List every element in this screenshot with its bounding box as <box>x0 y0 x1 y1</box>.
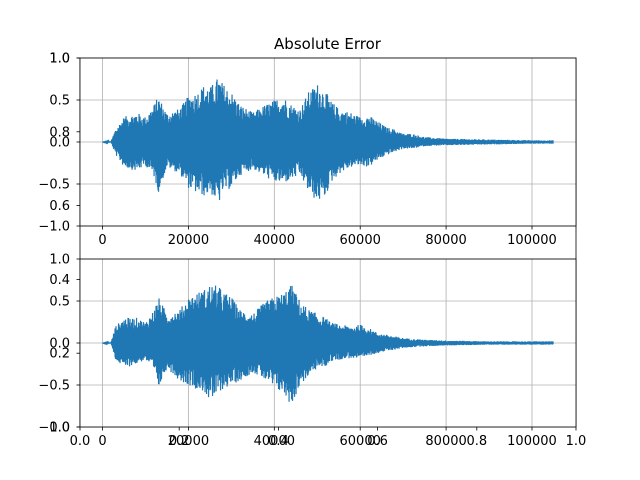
y-tick-label: 0.4 <box>49 273 70 288</box>
y-tick-label: −0.5 <box>38 379 70 394</box>
y-tick-label: 1.0 <box>49 253 70 268</box>
series-waveform <box>102 285 554 402</box>
x-tick-label: 0 <box>98 233 106 248</box>
y-tick-label: 1.0 <box>49 52 70 67</box>
x-tick-label: 0.8 <box>466 434 487 449</box>
x-tick-label: 20000 <box>168 233 209 248</box>
y-tick-label: 0.0 <box>49 421 70 436</box>
x-tick-label: 0.2 <box>169 434 190 449</box>
x-tick-label: 100000 <box>507 233 557 248</box>
y-tick-label: 0.5 <box>49 295 70 310</box>
y-tick-label: 0.0 <box>49 136 70 151</box>
y-tick-label: 0.5 <box>49 94 70 109</box>
y-tick-label: −1.0 <box>38 421 70 436</box>
chart-title: Absolute Error <box>274 35 382 53</box>
y-tick-label: −0.5 <box>38 178 70 193</box>
y-tick-label: 0.8 <box>49 125 70 140</box>
x-tick-label: 0 <box>98 434 106 449</box>
x-tick-label: 0.0 <box>70 434 91 449</box>
y-tick-label: −1.0 <box>38 220 70 235</box>
y-tick-label: 0.6 <box>49 199 70 214</box>
y-tick-label: 0.2 <box>49 347 70 362</box>
axes-1: 0 20000 40000 60000 80000 100000−1.0−0.50.00.… <box>38 52 577 248</box>
x-tick-label: 1.0 <box>566 434 587 449</box>
x-tick-label: 40000 <box>254 434 295 449</box>
x-tick-label: 40000 <box>254 233 295 248</box>
plots: 0.0 0.2 0.4 0.6 0.8 1.00.00.20.40.60.81.00 200… <box>38 52 586 450</box>
y-tick-label: 1.0 <box>49 52 70 67</box>
y-tick-label: 0.0 <box>49 337 70 352</box>
x-tick-label: 0.4 <box>268 434 289 449</box>
x-tick-label: 0.6 <box>367 434 388 449</box>
x-tick-label: 60000 <box>340 434 381 449</box>
axes-3: 0.0 0.2 0.4 0.6 0.8 1.00.00.20.40.60.81.0 <box>49 52 586 450</box>
axes-2: 0 20000 40000 60000 80000 100000−1.0−0.50.00.… <box>38 253 577 449</box>
series-waveform <box>102 79 554 200</box>
x-tick-label: 20000 <box>168 434 209 449</box>
x-tick-label: 80000 <box>425 434 466 449</box>
x-tick-label: 100000 <box>507 434 557 449</box>
x-tick-label: 80000 <box>425 233 466 248</box>
x-tick-label: 60000 <box>340 233 381 248</box>
